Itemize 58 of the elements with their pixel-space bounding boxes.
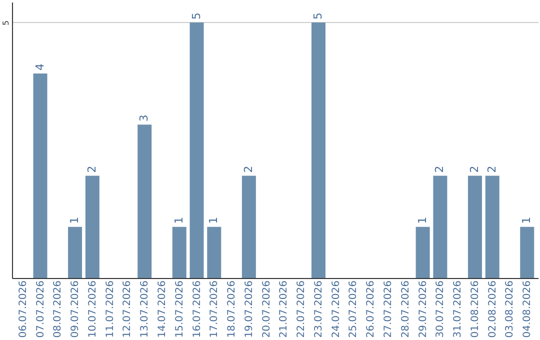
x-tick-label: 07.07.2026 [35,280,46,338]
x-tick-label: 14.07.2026 [156,280,168,338]
bar [433,176,448,278]
x-tick-label: 09.07.2026 [70,280,82,338]
x-tick-label: 20.07.2026 [261,280,272,338]
x-tick-label: 27.07.2026 [383,280,394,338]
x-tick-label: 15.07.2026 [174,280,186,338]
x-tick-label: 06.07.2026 [18,280,29,338]
x-tick-label: 17.07.2026 [209,280,220,338]
data-label: 2 [85,166,98,173]
x-tick-label: 19.07.2026 [244,280,255,338]
x-tick-label: 16.07.2026 [192,280,203,338]
x-tick-label: 04.08.2026 [522,280,534,338]
bar [85,176,100,278]
x-tick-label: 11.07.2026 [104,280,116,338]
x-tick-label: 30.07.2026 [435,280,446,338]
data-label: 1 [520,216,534,224]
bar [138,124,152,278]
data-label: 5 [311,12,324,20]
x-tick-label: 01.08.2026 [470,280,481,338]
bar [190,22,204,278]
x-tick-label: 31.07.2026 [452,280,464,338]
data-label: 1 [416,216,429,224]
x-tick-label: 25.07.2026 [348,280,360,338]
bar [468,176,482,278]
x-tick-label: 23.07.2026 [313,280,324,338]
x-tick-label: 21.07.2026 [278,280,290,338]
data-label: 2 [433,166,446,173]
data-label: 2 [468,166,481,173]
x-tick-label: 24.07.2026 [330,280,342,338]
data-label: 1 [172,216,186,224]
x-tick-label: 28.07.2026 [400,280,412,338]
data-label: 2 [485,166,498,173]
x-tick-label: 03.08.2026 [504,280,516,338]
data-label: 5 [190,12,203,20]
data-label: 1 [68,216,82,224]
bar [416,226,430,278]
data-label: 4 [33,64,46,71]
bar [68,226,82,278]
bar [33,74,48,278]
bar [485,176,500,278]
x-tick-label: 12.07.2026 [122,280,134,338]
x-tick-label: 29.07.2026 [418,280,429,338]
bar [520,226,534,278]
x-tick-label: 18.07.2026 [226,280,238,338]
data-label: 2 [242,166,255,173]
x-tick-label: 02.08.2026 [487,280,498,338]
x-tick-label: 13.07.2026 [140,280,151,338]
data-label: 3 [138,114,151,122]
x-tick-label: 26.07.2026 [366,280,377,338]
bar [242,176,256,278]
bar [172,226,186,278]
bar [207,226,222,278]
x-tick-label: 22.07.2026 [296,280,308,338]
data-label: 1 [207,216,220,224]
bar [311,22,326,278]
x-tick-label: 10.07.2026 [87,280,98,338]
x-tick-label: 08.07.2026 [52,280,64,338]
